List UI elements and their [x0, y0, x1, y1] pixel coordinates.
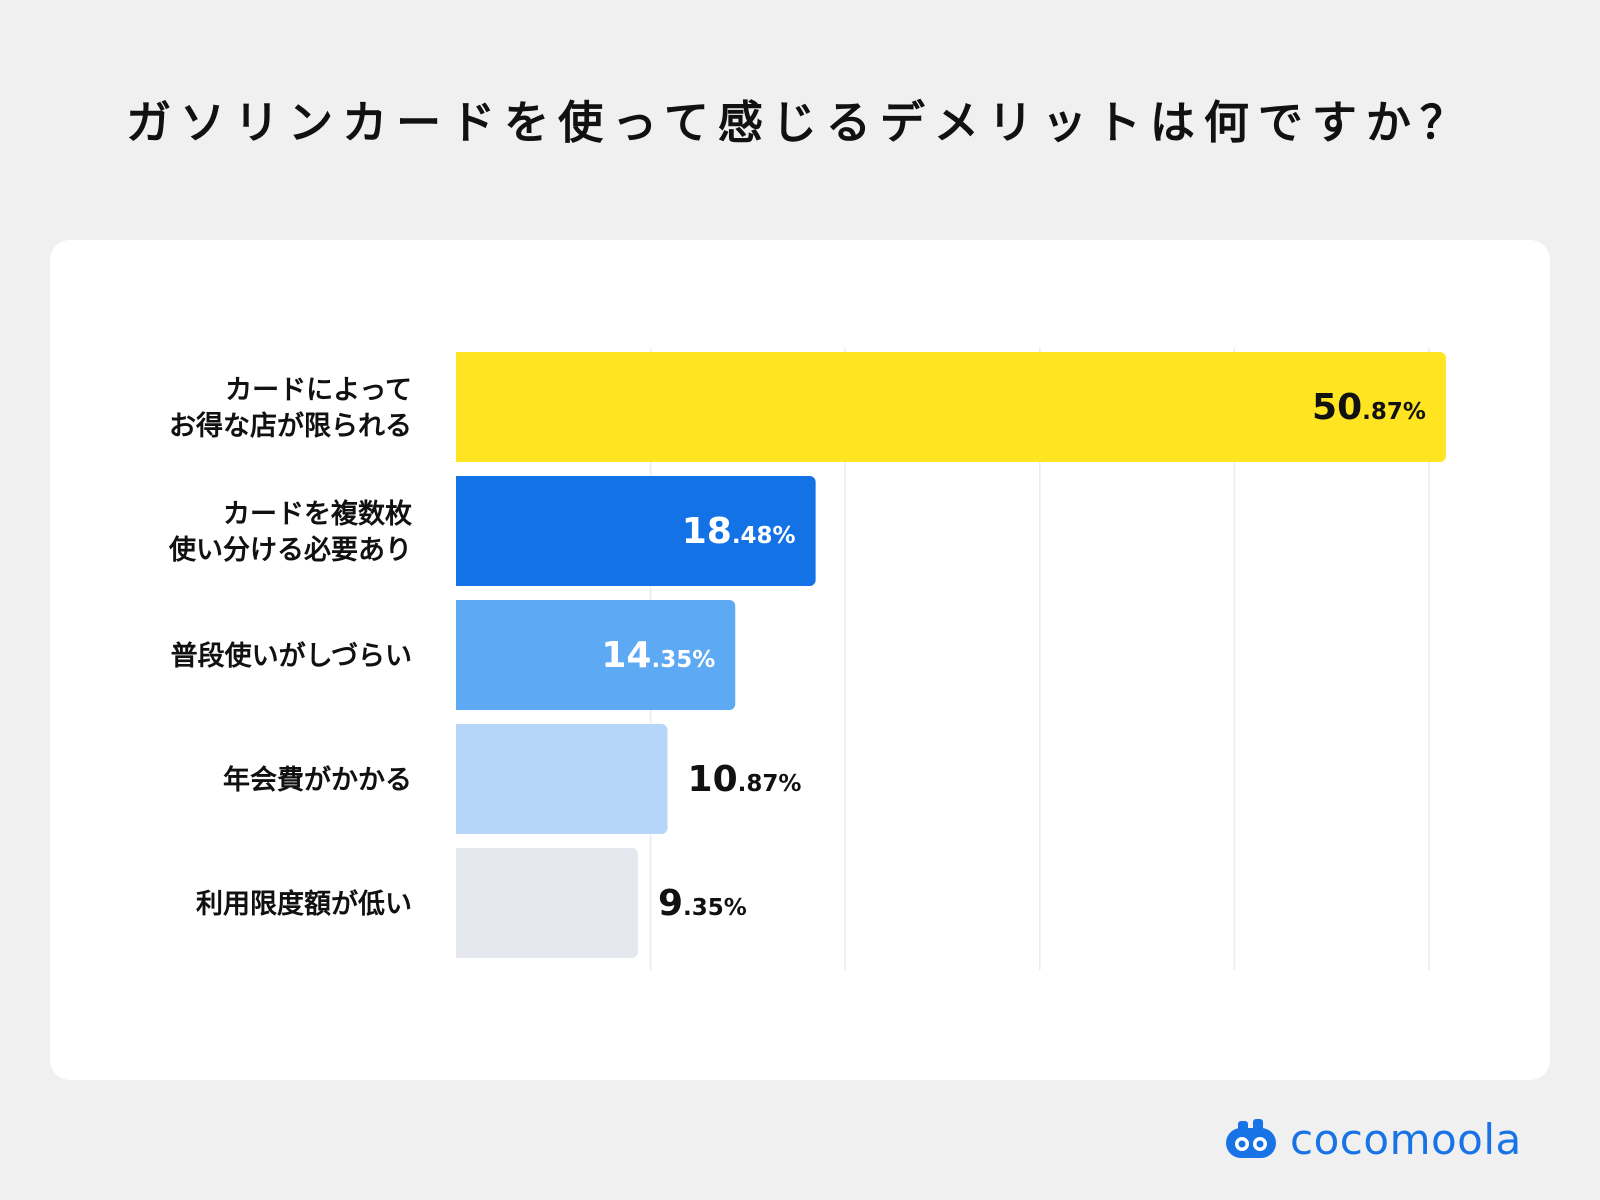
category-label: 普段使いがしづらい: [171, 640, 412, 672]
bar-edge: [456, 724, 466, 834]
value-label: 50.87%: [1312, 387, 1426, 428]
brand-logo[interactable]: cocomoola: [1224, 1114, 1554, 1164]
category-label: 年会費がかかる: [223, 764, 412, 796]
bar: [456, 352, 1446, 462]
category-label: カードを複数枚: [223, 498, 412, 530]
piggy-bank-icon: [1226, 1119, 1276, 1158]
bar-edge: [456, 600, 466, 710]
category-label: お得な店が限られる: [169, 410, 412, 442]
category-label: 利用限度額が低い: [196, 888, 412, 920]
category-label: 使い分ける必要あり: [168, 535, 412, 566]
bar: [456, 476, 816, 586]
bar: [456, 600, 736, 710]
category-label: カードによって: [225, 375, 412, 406]
bar: [456, 848, 638, 958]
value-label: 10.87%: [688, 759, 802, 800]
chart-card: カードによってお得な店が限られる 50.87% カードを複数枚使い分ける必要あり 18…: [50, 240, 1550, 1080]
bar-edge: [456, 352, 466, 462]
bar: [456, 724, 668, 834]
value-label: 14.35%: [601, 635, 715, 676]
bar-edge: [456, 476, 466, 586]
value-label: 9.35%: [658, 883, 747, 924]
page-title: ガソリンカードを使って感じるデメリットは何ですか？: [126, 96, 1474, 149]
value-label: 18.48%: [682, 511, 796, 552]
brand-name: cocomoola: [1290, 1114, 1522, 1164]
bar-edge: [456, 848, 466, 958]
